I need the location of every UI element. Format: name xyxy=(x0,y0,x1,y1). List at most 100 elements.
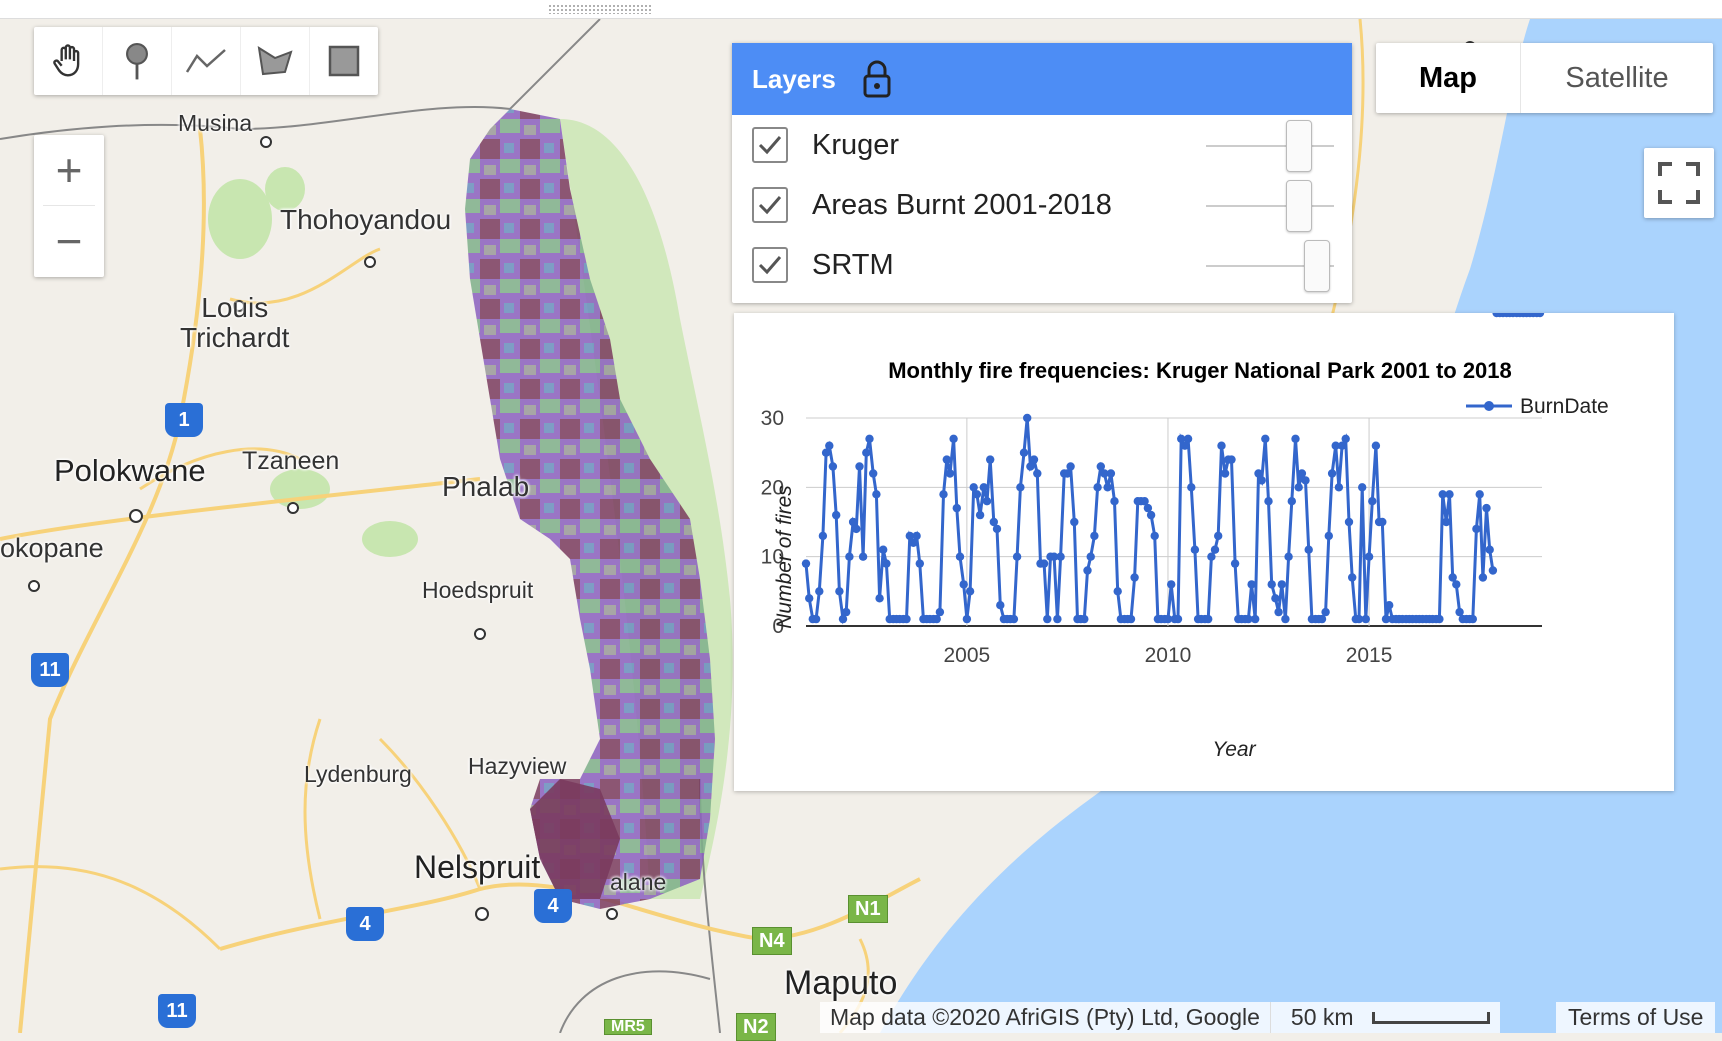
data-point[interactable] xyxy=(828,462,838,471)
data-point[interactable] xyxy=(1180,441,1190,450)
data-point[interactable] xyxy=(1287,497,1296,506)
layer-opacity-slider[interactable] xyxy=(1206,120,1334,172)
data-point[interactable] xyxy=(1247,580,1256,589)
data-point[interactable] xyxy=(915,559,924,568)
data-point[interactable] xyxy=(1220,469,1230,478)
data-point[interactable] xyxy=(1277,580,1286,589)
data-point[interactable] xyxy=(801,559,811,568)
data-point[interactable] xyxy=(1029,455,1039,464)
data-point[interactable] xyxy=(1227,455,1236,464)
data-point[interactable] xyxy=(1049,552,1059,561)
data-point[interactable] xyxy=(982,497,992,506)
data-point[interactable] xyxy=(815,587,824,596)
data-point[interactable] xyxy=(972,490,982,499)
data-point[interactable] xyxy=(986,455,995,464)
data-point[interactable] xyxy=(1271,594,1280,603)
data-point[interactable] xyxy=(1274,607,1283,617)
data-point[interactable] xyxy=(1150,531,1159,541)
data-point[interactable] xyxy=(865,434,874,443)
data-point[interactable] xyxy=(1485,545,1494,554)
data-point[interactable] xyxy=(945,469,955,478)
data-point[interactable] xyxy=(818,531,828,541)
data-point[interactable] xyxy=(1217,441,1226,450)
data-point[interactable] xyxy=(962,614,972,624)
data-point[interactable] xyxy=(1361,614,1370,624)
data-point[interactable] xyxy=(1327,469,1337,478)
data-point[interactable] xyxy=(959,580,968,589)
data-point[interactable] xyxy=(1167,580,1176,589)
data-point[interactable] xyxy=(811,614,821,624)
data-point[interactable] xyxy=(1026,462,1035,471)
data-point[interactable] xyxy=(825,441,834,450)
legend-label[interactable]: BurnDate xyxy=(1520,395,1609,418)
data-point[interactable] xyxy=(1254,469,1263,478)
data-point[interactable] xyxy=(1086,552,1095,561)
data-point[interactable] xyxy=(1324,531,1333,541)
data-point[interactable] xyxy=(1354,614,1364,624)
zoom-out-button[interactable]: − xyxy=(55,215,83,267)
scale-control[interactable]: 50 km xyxy=(1269,1002,1500,1033)
layer-checkbox[interactable] xyxy=(752,127,788,163)
data-point[interactable] xyxy=(821,448,831,457)
data-point[interactable] xyxy=(869,469,878,478)
lock-icon[interactable] xyxy=(862,60,892,98)
data-point[interactable] xyxy=(1261,434,1270,443)
slider-thumb[interactable] xyxy=(1286,180,1312,232)
data-point[interactable] xyxy=(1482,503,1491,513)
data-point[interactable] xyxy=(1130,573,1139,582)
data-point[interactable] xyxy=(1381,614,1391,624)
data-point[interactable] xyxy=(942,455,951,464)
point-tool[interactable] xyxy=(103,27,172,95)
terms-of-use-link[interactable]: Terms of Use xyxy=(1556,1002,1716,1033)
data-point[interactable] xyxy=(949,434,958,443)
data-point[interactable] xyxy=(939,490,948,499)
data-point[interactable] xyxy=(1301,476,1310,485)
data-point[interactable] xyxy=(996,601,1005,610)
slider-thumb[interactable] xyxy=(1304,240,1330,292)
data-point[interactable] xyxy=(909,538,918,547)
data-point[interactable] xyxy=(1344,517,1354,527)
data-point[interactable] xyxy=(1348,573,1357,582)
data-point[interactable] xyxy=(1163,614,1173,624)
map-type-map-button[interactable]: Map xyxy=(1376,43,1521,113)
data-point[interactable] xyxy=(975,510,985,520)
data-point[interactable] xyxy=(1331,441,1340,450)
data-point[interactable] xyxy=(1455,607,1464,617)
data-point[interactable] xyxy=(952,503,961,513)
data-point[interactable] xyxy=(1070,517,1079,527)
layer-opacity-slider[interactable] xyxy=(1206,240,1334,292)
data-point[interactable] xyxy=(832,510,841,520)
data-point[interactable] xyxy=(1106,469,1116,478)
data-point[interactable] xyxy=(805,594,814,603)
data-point[interactable] xyxy=(1177,434,1186,443)
map-type-satellite-button[interactable]: Satellite xyxy=(1565,61,1669,94)
data-point[interactable] xyxy=(912,531,921,541)
data-point[interactable] xyxy=(1291,434,1300,443)
data-point[interactable] xyxy=(1358,483,1367,492)
data-point[interactable] xyxy=(1214,531,1223,541)
data-point[interactable] xyxy=(1341,434,1350,443)
layer-checkbox[interactable] xyxy=(752,187,788,223)
line-tool[interactable] xyxy=(172,27,241,95)
data-point[interactable] xyxy=(1257,476,1266,485)
data-point[interactable] xyxy=(1488,566,1498,575)
data-point[interactable] xyxy=(1478,573,1488,582)
layer-opacity-slider[interactable] xyxy=(1206,180,1334,232)
data-point[interactable] xyxy=(1093,483,1102,492)
data-point[interactable] xyxy=(935,607,945,617)
data-point[interactable] xyxy=(1019,448,1029,457)
zoom-in-button[interactable]: + xyxy=(55,144,83,196)
data-point[interactable] xyxy=(955,552,965,561)
data-point[interactable] xyxy=(1475,490,1484,499)
data-point[interactable] xyxy=(1207,552,1216,561)
data-point[interactable] xyxy=(1183,434,1193,443)
data-point[interactable] xyxy=(1009,614,1019,624)
data-point[interactable] xyxy=(862,448,871,457)
data-point[interactable] xyxy=(1297,469,1307,478)
data-point[interactable] xyxy=(852,524,861,534)
data-point[interactable] xyxy=(1448,573,1457,582)
data-point[interactable] xyxy=(1244,614,1253,624)
layers-header[interactable]: Layers xyxy=(732,43,1352,115)
data-point[interactable] xyxy=(1472,524,1481,534)
data-point[interactable] xyxy=(969,483,978,492)
